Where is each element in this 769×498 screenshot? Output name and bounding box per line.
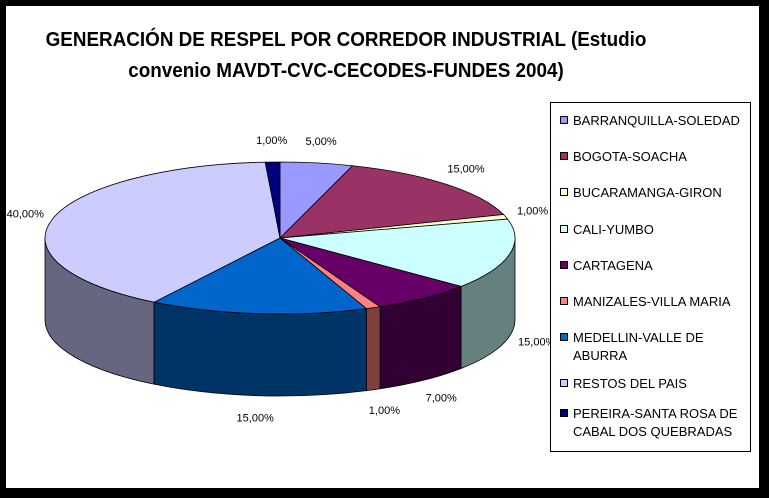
legend-label-7: RESTOS DEL PAIS [573,376,687,391]
legend-label-2: BUCARAMANGA-GIRON [573,185,722,200]
legend-label-4: CARTAGENA [573,258,653,273]
chart-title: GENERACIÓN DE RESPEL POR CORREDOR INDUST… [33,24,659,86]
pie-slice-6 [152,237,368,315]
data-label-8: 1,00% [256,135,287,147]
pie-slice-4 [279,237,463,308]
legend-swatch-7 [560,379,568,387]
legend-swatch-5 [560,297,568,305]
pie-slice-3 [279,218,516,287]
legend-label-1: BOGOTA-SOACHA [573,149,687,164]
data-label-0: 5,00% [305,136,336,148]
data-label-6: 15,00% [237,413,275,425]
legend-label-3: CALI-YUMBO [573,222,654,237]
legend-swatch-8 [560,409,568,417]
legend-swatch-6 [560,333,568,341]
legend-swatch-0 [560,116,568,124]
pie-slice-side-5 [366,306,381,392]
legend-label-0: BARRANQUILLA-SOLEDAD [573,113,740,128]
legend-label-5: MANIZALES-VILLA MARIA [573,294,731,309]
legend-swatch-3 [560,225,568,233]
data-label-2: 1,00% [517,206,548,218]
pie-slice-7 [44,161,281,303]
legend-swatch-1 [560,152,568,160]
legend-swatch-4 [560,261,568,269]
pie-slice-1 [278,165,505,239]
data-label-7: 40,00% [7,209,45,221]
chart-legend: BARRANQUILLA-SOLEDAD BOGOTA-SOACHA BUCARAM… [550,102,751,452]
data-label-4: 7,00% [426,392,457,404]
pie-slice-8 [264,161,281,239]
pie-slice-side-6 [153,301,367,397]
data-label-1: 15,00% [447,164,485,176]
legend-label-8: PEREIRA-SANTA ROSA DE CABAL DOS QUEBRADA… [573,406,738,439]
chart-title-line-1: GENERACIÓN DE RESPEL POR CORREDOR INDUST… [45,28,647,51]
legend-swatch-2 [560,188,568,196]
data-label-3: 15,00% [518,336,556,348]
chart-title-line-2: convenio MAVDT-CVC-CECODES-FUNDES 2004) [128,59,564,82]
legend-label-6: MEDELLIN-VALLE DE ABURRA [573,330,704,363]
data-label-5: 1,00% [369,405,400,417]
